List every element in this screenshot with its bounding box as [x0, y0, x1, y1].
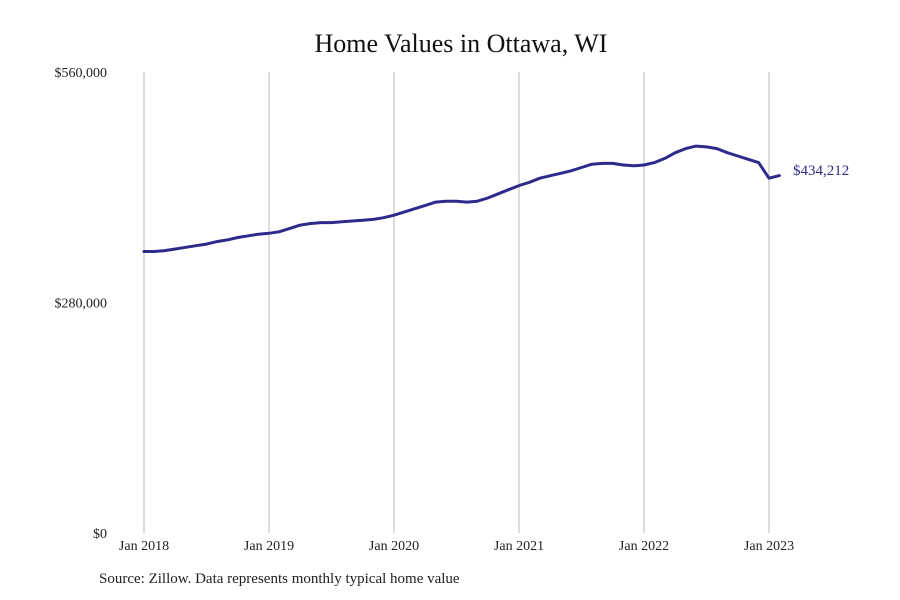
source-note: Source: Zillow. Data represents monthly … — [99, 571, 460, 587]
y-axis-ticks: $560,000 $280,000 $0 — [55, 66, 108, 542]
series-line — [142, 144, 781, 253]
gridlines — [143, 72, 770, 533]
x-tick-label: Jan 2019 — [244, 539, 294, 554]
x-axis-ticks: Jan 2018 Jan 2019 Jan 2020 Jan 2021 Jan 2022… — [119, 539, 794, 554]
x-tick-label: Jan 2023 — [744, 539, 794, 554]
y-tick-label: $0 — [93, 527, 107, 542]
x-tick-label: Jan 2018 — [119, 539, 169, 554]
x-tick-label: Jan 2021 — [494, 539, 544, 554]
y-tick-label: $280,000 — [55, 297, 108, 312]
y-tick-label: $560,000 — [55, 66, 108, 81]
end-value-label: $434,212 — [793, 163, 849, 179]
x-tick-label: Jan 2020 — [369, 539, 419, 554]
x-tick-label: Jan 2022 — [619, 539, 669, 554]
chart-title: Home Values in Ottawa, WI — [315, 29, 608, 58]
